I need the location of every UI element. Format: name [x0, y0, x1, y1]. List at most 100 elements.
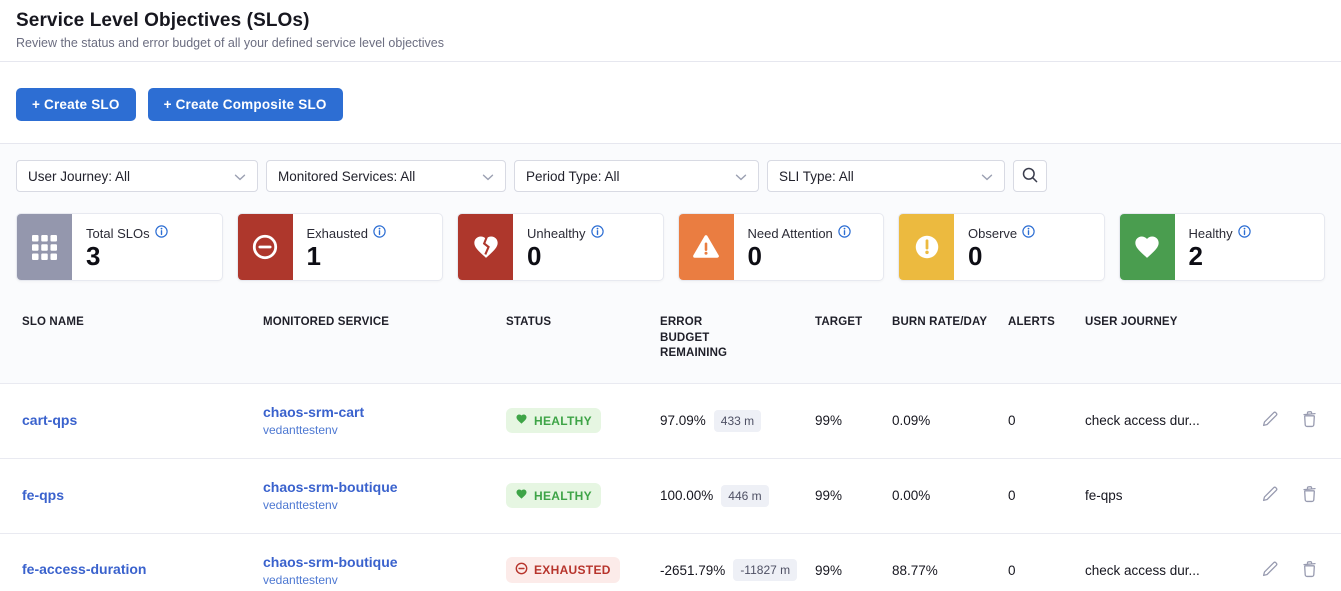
- column-header-slo-name: SLO NAME: [22, 316, 84, 328]
- delete-button[interactable]: [1300, 484, 1319, 507]
- exclamation-circle-icon: [899, 214, 954, 280]
- target-value: 99%: [815, 562, 843, 578]
- column-header-error-budget-remaining: ERROR BUDGET REMAINING: [660, 316, 728, 360]
- column-header-monitored-service: MONITORED SERVICE: [263, 316, 390, 328]
- slo-table: SLO NAME MONITORED SERVICE STATUS ERROR …: [0, 281, 1341, 591]
- slo-main-section: User Journey: All Monitored Services: Al…: [0, 144, 1341, 591]
- status-label: HEALTHY: [534, 488, 592, 503]
- user-journey-value: check access dur...: [1085, 413, 1200, 429]
- observe-card: Observe 0: [898, 213, 1105, 281]
- error-budget-percent: -2651.79%: [660, 562, 726, 578]
- column-header-status: STATUS: [506, 316, 552, 328]
- chevron-down-icon: [981, 169, 993, 184]
- error-budget-percent: 97.09%: [660, 413, 706, 429]
- page-subtitle: Review the status and error budget of al…: [16, 36, 445, 50]
- column-header-alerts: ALERTS: [1008, 316, 1055, 328]
- monitored-services-filter[interactable]: Monitored Services: All: [266, 160, 506, 192]
- slo-name-link[interactable]: cart-qps: [22, 411, 78, 428]
- search-button[interactable]: [1013, 160, 1047, 192]
- target-value: 99%: [815, 488, 843, 504]
- table-row[interactable]: fe-access-duration chaos-srm-boutique ve…: [0, 532, 1341, 591]
- healthy-card: Healthy 2: [1118, 213, 1325, 281]
- burn-rate-value: 0.00%: [892, 488, 931, 504]
- edit-button[interactable]: [1260, 559, 1280, 582]
- heart-icon: [515, 488, 528, 503]
- error-budget-minutes: 446 m: [721, 484, 769, 507]
- status-label: EXHAUSTED: [534, 563, 611, 578]
- environment-link[interactable]: vedanttestenv: [263, 572, 338, 587]
- create-composite-slo-button[interactable]: + Create Composite SLO: [147, 88, 343, 121]
- target-value: 99%: [815, 413, 843, 429]
- status-label: HEALTHY: [534, 413, 592, 428]
- delete-button[interactable]: [1300, 409, 1319, 432]
- broken-heart-icon: [458, 214, 513, 280]
- sli-type-filter-label: SLI Type: All: [779, 168, 854, 184]
- alerts-count: 0: [1008, 488, 1016, 504]
- unhealthy-card: Unhealthy 0: [457, 213, 664, 281]
- edit-button[interactable]: [1260, 484, 1280, 507]
- pencil-icon: [1260, 559, 1280, 582]
- pencil-icon: [1260, 484, 1280, 507]
- chevron-down-icon: [482, 169, 494, 184]
- page-title: Service Level Objectives (SLOs): [16, 10, 310, 31]
- card-label: Healthy: [1188, 225, 1233, 241]
- create-slo-button[interactable]: + Create SLO: [16, 88, 136, 121]
- error-budget-percent: 100.00%: [660, 488, 714, 504]
- column-header-user-journey: USER JOURNEY: [1085, 316, 1178, 328]
- info-icon[interactable]: [154, 225, 168, 241]
- info-icon[interactable]: [1022, 225, 1035, 241]
- slo-name-link[interactable]: fe-access-duration: [22, 561, 147, 578]
- heart-icon: [515, 413, 528, 428]
- error-budget-minutes: 433 m: [713, 409, 762, 432]
- card-label: Unhealthy: [527, 225, 586, 241]
- status-badge: HEALTHY: [506, 483, 601, 509]
- environment-link[interactable]: vedanttestenv: [263, 423, 338, 438]
- card-value: 0: [968, 241, 983, 271]
- edit-button[interactable]: [1260, 409, 1280, 432]
- exhausted-card: Exhausted 1: [236, 213, 443, 281]
- search-icon: [1021, 166, 1039, 187]
- heart-icon: [1119, 214, 1175, 280]
- monitored-services-filter-label: Monitored Services: All: [278, 168, 416, 184]
- trash-icon: [1300, 409, 1319, 432]
- info-icon[interactable]: [590, 225, 604, 241]
- column-header-target: TARGET: [815, 316, 863, 328]
- filters-row: User Journey: All Monitored Services: Al…: [0, 144, 1341, 192]
- card-value: 3: [86, 241, 101, 271]
- card-value: 0: [527, 241, 542, 271]
- info-icon[interactable]: [838, 225, 851, 241]
- card-label: Total SLOs: [86, 225, 150, 241]
- actions-toolbar: + Create SLO + Create Composite SLO: [0, 62, 1341, 144]
- monitored-service-link[interactable]: chaos-srm-cart: [263, 404, 365, 421]
- card-label: Need Attention: [747, 225, 833, 241]
- environment-link[interactable]: vedanttestenv: [263, 498, 338, 513]
- card-value: 0: [747, 241, 762, 271]
- column-header-burn-rate: BURN RATE/DAY: [892, 316, 988, 328]
- period-type-filter-label: Period Type: All: [526, 168, 620, 184]
- info-icon[interactable]: [1237, 225, 1251, 241]
- trash-icon: [1300, 484, 1319, 507]
- total-slos-card: Total SLOs 3: [16, 213, 223, 281]
- delete-button[interactable]: [1300, 559, 1319, 582]
- chevron-down-icon: [735, 169, 747, 184]
- status-badge: HEALTHY: [506, 408, 601, 434]
- period-type-filter[interactable]: Period Type: All: [514, 160, 759, 192]
- user-journey-filter-label: User Journey: All: [28, 168, 131, 184]
- warning-triangle-icon: [678, 214, 734, 280]
- sli-type-filter[interactable]: SLI Type: All: [767, 160, 1005, 192]
- user-journey-value: check access dur...: [1085, 562, 1200, 578]
- table-row[interactable]: cart-qps chaos-srm-cart vedanttestenv HE…: [0, 382, 1341, 458]
- alerts-count: 0: [1008, 413, 1016, 429]
- card-label: Exhausted: [306, 225, 368, 241]
- alerts-count: 0: [1008, 562, 1016, 578]
- user-journey-filter[interactable]: User Journey: All: [16, 160, 258, 192]
- card-label: Observe: [968, 225, 1018, 241]
- info-icon[interactable]: [373, 225, 386, 241]
- monitored-service-link[interactable]: chaos-srm-boutique: [263, 553, 398, 570]
- monitored-service-link[interactable]: chaos-srm-boutique: [263, 479, 398, 496]
- chevron-down-icon: [234, 169, 246, 184]
- slo-table-header: SLO NAME MONITORED SERVICE STATUS ERROR …: [0, 281, 1341, 383]
- table-row[interactable]: fe-qps chaos-srm-boutique vedanttestenv …: [0, 457, 1341, 533]
- slo-name-link[interactable]: fe-qps: [22, 486, 64, 503]
- user-journey-value: fe-qps: [1085, 488, 1123, 504]
